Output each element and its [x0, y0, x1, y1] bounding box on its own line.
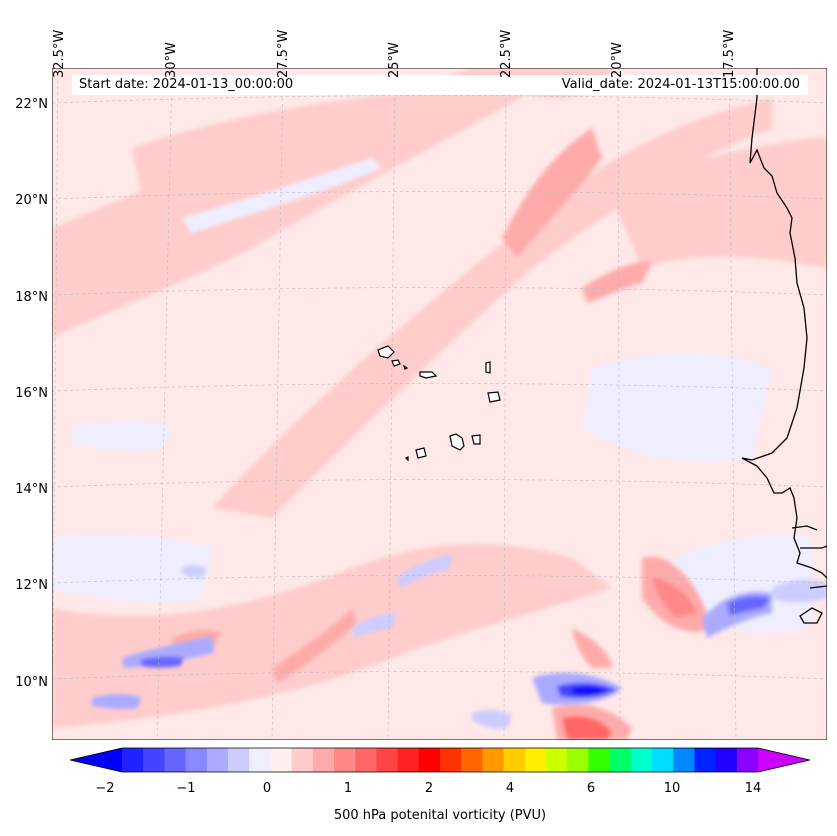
lat-label: 22°N	[15, 97, 48, 112]
colorbar-segment	[228, 748, 250, 772]
cape-verde-islands	[377, 345, 501, 462]
colorbar-segment	[609, 748, 632, 772]
lon-label: 30°W	[164, 42, 179, 78]
colorbar-segment	[630, 748, 653, 772]
colorbar-segment	[143, 748, 165, 772]
colorbar-segment	[334, 748, 356, 772]
lon-label: 17.5°W	[722, 29, 737, 78]
colorbar-segment	[312, 748, 335, 772]
lon-label: 27.5°W	[276, 29, 291, 78]
colorbar-segment	[376, 748, 399, 772]
colorbar-segment	[122, 748, 144, 772]
colorbar-segment	[736, 748, 759, 772]
valid-date-text: Valid_date: 2024-01-13T15:00:00.00	[561, 77, 800, 92]
lon-label: 25°W	[387, 42, 402, 78]
colorbar-segment	[185, 748, 208, 772]
pv-field	[52, 68, 827, 740]
colorbar-segment	[694, 748, 717, 772]
colorbar-segment	[567, 748, 589, 772]
colorbar-segment	[249, 748, 271, 772]
pv-negative-features	[92, 553, 827, 729]
start-date-text: Start date: 2024-01-13_00:00:00	[79, 77, 294, 92]
lat-label: 14°N	[15, 482, 48, 497]
colorbar	[70, 747, 810, 773]
colorbar-segment	[673, 748, 695, 772]
colorbar-tick: 10	[663, 781, 681, 796]
colorbar-segment	[164, 748, 187, 772]
colorbar-extend-high	[758, 748, 810, 772]
colorbar-segment	[440, 748, 462, 772]
colorbar-tick: 0	[262, 781, 272, 796]
colorbar-segment	[291, 748, 314, 772]
lat-label: 18°N	[15, 290, 48, 305]
graticule	[52, 68, 827, 740]
lon-label: 32.5°W	[52, 29, 67, 78]
colorbar-tick: 6	[586, 781, 596, 796]
lat-label: 20°N	[15, 193, 48, 208]
colorbar-label: 500 hPa potenital vorticity (PVU)	[333, 808, 547, 823]
map-panel	[52, 68, 827, 740]
colorbar-tick: −1	[176, 781, 196, 796]
colorbar-segment	[715, 748, 738, 772]
colorbar-segment	[461, 748, 483, 772]
colorbar-segment	[546, 748, 568, 772]
colorbar-segment	[652, 748, 674, 772]
lat-label: 12°N	[15, 578, 48, 593]
colorbar-tick: 2	[424, 781, 434, 796]
colorbar-segment	[503, 748, 526, 772]
colorbar-extend-low	[70, 748, 122, 772]
lon-label: 20°W	[610, 42, 625, 78]
lat-label: 10°N	[15, 675, 48, 690]
colorbar-outline	[70, 747, 810, 773]
colorbar-segment	[270, 748, 293, 772]
lat-label: 16°N	[15, 386, 48, 401]
colorbar-tick: 4	[505, 781, 515, 796]
colorbar-segment	[355, 748, 377, 772]
coastline	[741, 68, 827, 624]
colorbar-segment	[206, 748, 229, 772]
colorbar-segment	[482, 748, 505, 772]
colorbar-segment	[588, 748, 611, 772]
colorbar-segment	[397, 748, 420, 772]
lon-label: 22.5°W	[499, 29, 514, 78]
colorbar-tick: −2	[95, 781, 115, 796]
colorbar-segment	[418, 748, 441, 772]
start-date-box: Start date: 2024-01-13_00:00:00 Valid_da…	[72, 75, 808, 95]
colorbar-segment	[524, 748, 547, 772]
colorbar-tick: 14	[744, 781, 762, 796]
colorbar-tick: 1	[343, 781, 353, 796]
